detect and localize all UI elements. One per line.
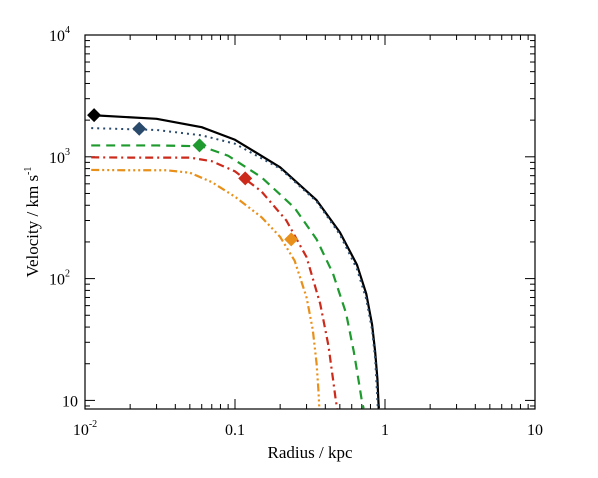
series-line-2 (91, 144, 365, 409)
x-tick-label: 10-2 (73, 419, 97, 439)
y-tick-label-base: 10 (49, 28, 65, 45)
series-marker-3 (238, 171, 253, 186)
y-tick-label-exp: 3 (65, 147, 70, 158)
series-layer (87, 108, 380, 409)
y-tick-label: 102 (49, 269, 70, 289)
y-tick-label-exp: 2 (65, 269, 70, 280)
series-line-4 (91, 168, 321, 409)
x-tick-label-base: 10 (73, 422, 89, 439)
y-axis-label-sup: -1 (23, 167, 34, 175)
x-tick-label-base: 10 (527, 422, 543, 439)
x-tick-label-base: 1 (381, 422, 389, 439)
x-axis-label: Radius / kpc (268, 443, 353, 462)
y-tick-label-base: 10 (62, 393, 78, 410)
x-tick-label-base: 0.1 (225, 422, 245, 439)
y-tick-label: 10 (62, 393, 78, 410)
y-tick-label: 103 (49, 147, 70, 167)
series-marker-2 (192, 138, 207, 153)
series-line-1 (91, 127, 379, 409)
plot-frame (84, 34, 536, 410)
series-marker-1 (132, 121, 147, 136)
y-tick-label-base: 10 (49, 272, 65, 289)
x-tick-label: 0.1 (225, 422, 245, 439)
x-tick-label-exp: -2 (89, 419, 97, 430)
y-tick-label: 104 (49, 25, 70, 45)
x-tick-label: 10 (527, 422, 543, 439)
series-line-3 (91, 156, 339, 409)
series-marker-4 (284, 232, 299, 247)
series-marker-0 (87, 108, 102, 123)
series-line-0 (91, 113, 380, 409)
y-tick-label-base: 10 (49, 150, 65, 167)
y-axis-label-text: Velocity / km s (23, 175, 42, 277)
x-tick-label: 1 (381, 422, 389, 439)
y-tick-label-exp: 4 (65, 25, 70, 36)
y-axis-label: Velocity / km s-1 (23, 167, 42, 278)
axis-ticks (84, 35, 535, 409)
